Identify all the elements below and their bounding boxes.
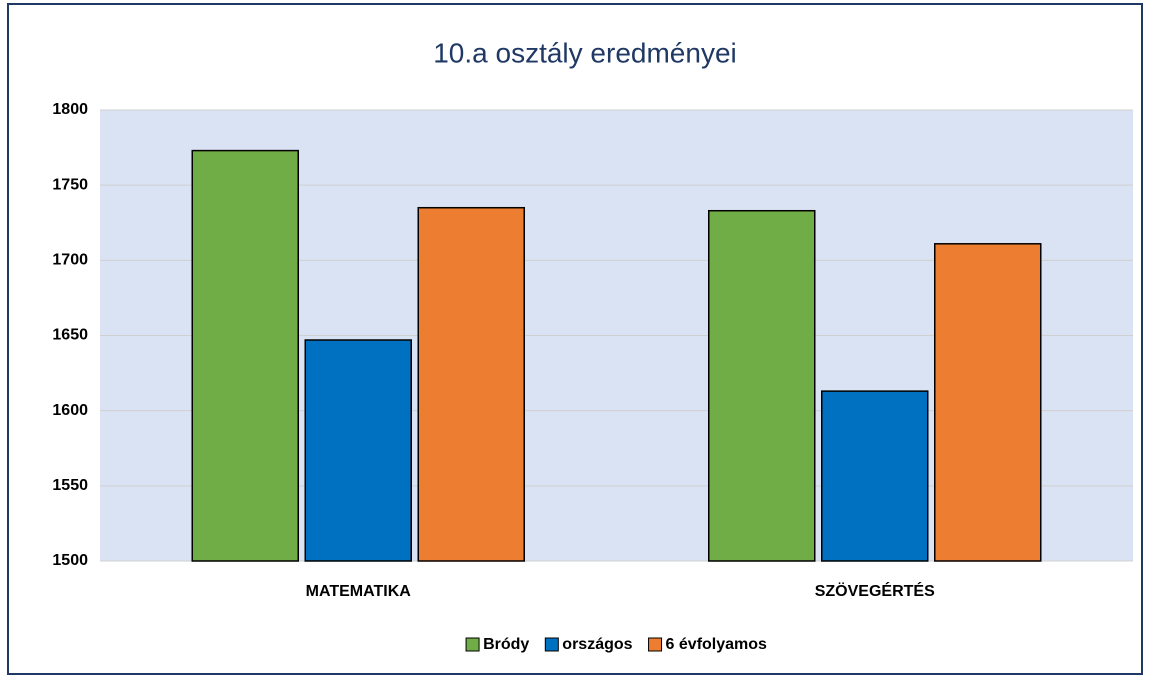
y-tick-label: 1550 — [52, 477, 88, 494]
bar — [934, 243, 1042, 562]
legend-label: országos — [562, 636, 632, 653]
bar — [708, 209, 816, 562]
legend-swatch — [465, 637, 480, 652]
legend-label: 6 évfolyamos — [666, 636, 767, 653]
y-tick-label: 1500 — [52, 552, 88, 569]
y-tick-label: 1650 — [52, 327, 88, 344]
y-tick-label: 1800 — [52, 101, 88, 118]
bar — [304, 339, 412, 562]
x-tick-label: MATEMATIKA — [306, 583, 412, 600]
y-tick-label: 1700 — [52, 252, 88, 269]
bar — [821, 390, 929, 562]
x-tick-label: SZÖVEGÉRTÉS — [815, 581, 935, 600]
y-tick-label: 1750 — [52, 176, 88, 193]
bar — [417, 206, 525, 562]
legend-label: Bródy — [483, 636, 529, 653]
legend-swatch — [648, 637, 663, 652]
y-tick-label: 1600 — [52, 402, 88, 419]
chart-title: 10.a osztály eredményei — [433, 37, 737, 68]
bar — [191, 149, 299, 562]
legend-swatch — [544, 637, 559, 652]
